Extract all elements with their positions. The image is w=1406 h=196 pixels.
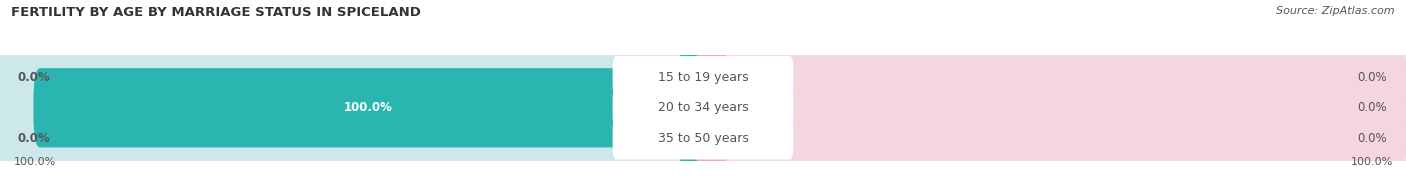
FancyBboxPatch shape (613, 86, 793, 129)
Text: 100.0%: 100.0% (1350, 157, 1392, 167)
Text: 0.0%: 0.0% (1358, 132, 1388, 144)
Text: 100.0%: 100.0% (14, 157, 56, 167)
FancyBboxPatch shape (696, 98, 1406, 178)
FancyBboxPatch shape (613, 56, 793, 99)
FancyBboxPatch shape (696, 98, 727, 178)
FancyBboxPatch shape (696, 68, 727, 147)
Text: 35 to 50 years: 35 to 50 years (658, 132, 748, 144)
Text: 0.0%: 0.0% (1358, 71, 1388, 84)
Text: 100.0%: 100.0% (344, 101, 392, 114)
FancyBboxPatch shape (0, 98, 710, 178)
FancyBboxPatch shape (0, 38, 710, 117)
FancyBboxPatch shape (34, 68, 710, 147)
Text: 15 to 19 years: 15 to 19 years (658, 71, 748, 84)
FancyBboxPatch shape (696, 68, 1406, 147)
FancyBboxPatch shape (696, 38, 1406, 117)
FancyBboxPatch shape (679, 38, 710, 117)
FancyBboxPatch shape (0, 38, 1406, 117)
FancyBboxPatch shape (679, 98, 710, 178)
FancyBboxPatch shape (0, 98, 1406, 178)
Text: 0.0%: 0.0% (17, 71, 49, 84)
Text: 0.0%: 0.0% (17, 132, 49, 144)
FancyBboxPatch shape (0, 68, 1406, 147)
FancyBboxPatch shape (613, 117, 793, 160)
Text: 20 to 34 years: 20 to 34 years (658, 101, 748, 114)
Text: 0.0%: 0.0% (1358, 101, 1388, 114)
Text: FERTILITY BY AGE BY MARRIAGE STATUS IN SPICELAND: FERTILITY BY AGE BY MARRIAGE STATUS IN S… (11, 6, 422, 19)
FancyBboxPatch shape (0, 68, 710, 147)
FancyBboxPatch shape (696, 38, 727, 117)
Text: Source: ZipAtlas.com: Source: ZipAtlas.com (1277, 6, 1395, 16)
